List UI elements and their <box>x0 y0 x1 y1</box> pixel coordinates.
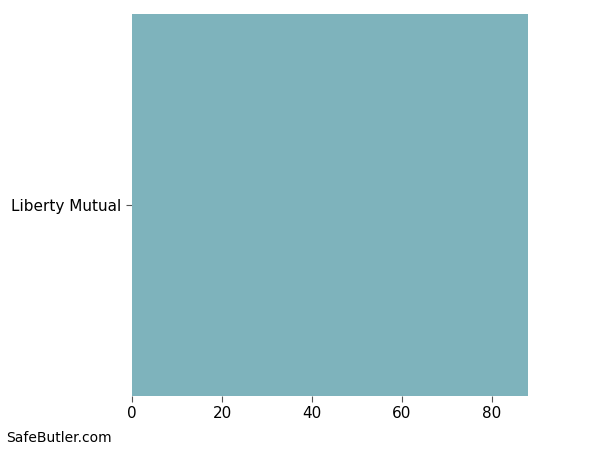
Bar <box>132 14 528 396</box>
Text: SafeButler.com: SafeButler.com <box>6 432 112 446</box>
